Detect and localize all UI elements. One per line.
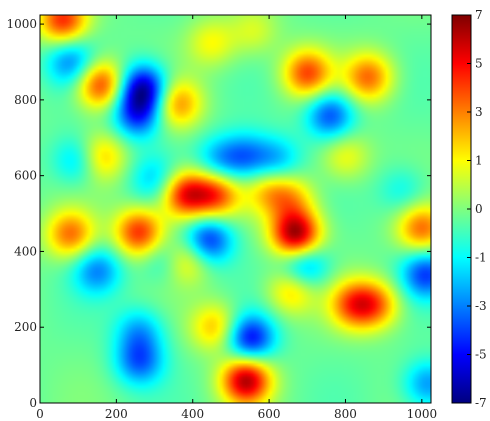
colorbar-tick-label: 7 [475,8,483,22]
x-tick-label: 0 [36,407,44,421]
x-tick-label: 200 [105,407,128,421]
x-tick-label: 1000 [407,407,438,421]
colorbar-tick-label: -3 [475,299,487,313]
colorbar: 7 5 3 1 0 -1 -3 -5 -7 [451,8,487,410]
x-tick-label: 600 [258,407,281,421]
colorbar-ticks: 7 5 3 1 0 -1 -3 -5 -7 [467,8,487,410]
colorbar-tick-label: 5 [475,57,483,71]
colorbar-tick-label: -7 [475,396,487,410]
y-axis: 0 200 400 600 800 1000 [6,17,431,410]
x-tick-label: 400 [181,407,204,421]
x-tick-label: 800 [334,407,357,421]
y-tick-label: 400 [14,244,37,258]
colorbar-tick-label: 1 [475,154,483,168]
colorbar-tick-label: 0 [475,202,483,216]
plot-frame [39,14,432,404]
y-tick-label: 200 [14,320,37,334]
y-tick-label: 600 [14,169,37,183]
y-tick-label: 0 [29,396,37,410]
colorbar-tick-label: 3 [475,105,483,119]
y-tick-label: 1000 [6,17,37,31]
x-axis: 0 200 400 600 800 1000 [36,15,437,421]
colorbar-gradient [452,15,471,403]
plot-area [39,14,432,404]
y-tick-label: 800 [14,93,37,107]
colorbar-tick-label: -5 [475,348,487,362]
heatmap-image [40,15,431,403]
colorbar-tick-label: -1 [475,251,487,265]
